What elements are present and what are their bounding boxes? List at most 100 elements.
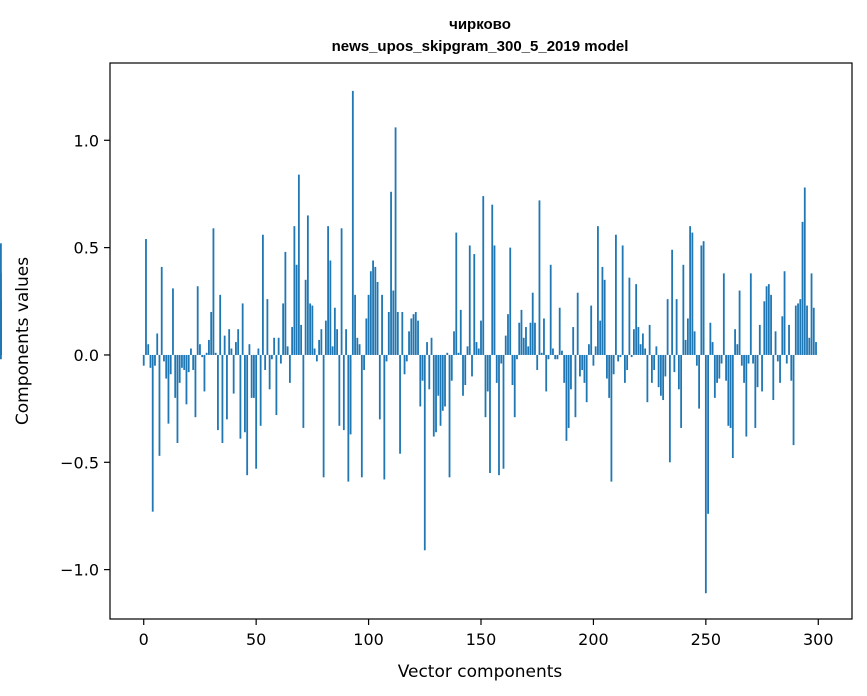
bar <box>783 271 786 355</box>
bar <box>547 354 550 360</box>
bar <box>534 322 536 355</box>
bar <box>208 339 210 355</box>
bar <box>356 337 359 355</box>
bar <box>387 312 390 355</box>
bar <box>306 215 309 355</box>
bar <box>241 303 244 355</box>
bar <box>230 348 233 355</box>
bar <box>684 339 687 355</box>
bar <box>203 354 206 392</box>
bar <box>650 354 653 383</box>
bar <box>399 354 401 454</box>
bar <box>484 354 487 418</box>
bar <box>615 234 617 355</box>
bar <box>772 354 775 401</box>
bar <box>727 354 730 426</box>
bar <box>666 299 669 355</box>
bar <box>763 301 766 355</box>
bar <box>327 226 329 355</box>
bar <box>277 337 280 355</box>
bar <box>172 288 174 355</box>
bar <box>659 354 662 396</box>
bar <box>365 318 368 355</box>
bar <box>693 331 696 355</box>
bar <box>181 354 183 368</box>
bar <box>603 279 606 355</box>
bar <box>709 322 712 355</box>
bar <box>579 354 581 377</box>
bar <box>441 354 444 411</box>
bar <box>794 305 797 355</box>
bar <box>624 354 626 383</box>
bar <box>583 354 586 383</box>
bar <box>412 314 415 355</box>
bar <box>619 354 622 358</box>
bar <box>190 348 192 355</box>
bar <box>565 354 568 441</box>
bar <box>363 354 365 370</box>
bar <box>196 286 199 355</box>
bar <box>803 187 806 355</box>
bar <box>747 354 750 364</box>
bar <box>0 299 2 355</box>
bar <box>736 344 739 355</box>
bar <box>572 327 575 355</box>
bar <box>248 344 251 355</box>
bar <box>516 354 518 360</box>
bar <box>630 354 633 358</box>
bar <box>205 352 208 355</box>
bar <box>183 354 186 370</box>
bar <box>713 354 716 398</box>
bar <box>259 354 262 426</box>
bar <box>318 339 321 355</box>
bar <box>675 299 678 355</box>
bar <box>648 324 651 355</box>
y-axis-label: Components values <box>13 257 33 425</box>
bar <box>255 354 258 469</box>
bar <box>588 344 590 355</box>
bar <box>633 329 635 355</box>
bar <box>381 294 383 355</box>
bar <box>691 232 694 355</box>
bar <box>475 342 478 355</box>
bar <box>421 354 424 381</box>
bar <box>720 354 723 364</box>
bar <box>594 346 597 355</box>
bar <box>396 312 399 355</box>
bar <box>482 196 485 355</box>
bar <box>711 342 714 355</box>
bar <box>774 331 777 355</box>
bar <box>686 318 689 355</box>
bar <box>199 344 201 355</box>
x-tick-label: 250 <box>691 630 722 649</box>
bar <box>563 354 566 383</box>
bar <box>738 290 741 355</box>
bar <box>561 350 563 355</box>
bar <box>354 294 356 355</box>
bar <box>142 354 145 366</box>
bar <box>291 327 294 355</box>
x-tick-label: 150 <box>466 630 497 649</box>
bar <box>468 245 471 355</box>
bar <box>376 281 379 355</box>
bar <box>187 354 190 373</box>
bar <box>345 329 347 355</box>
bar <box>435 354 437 433</box>
bar <box>689 226 692 355</box>
bar <box>0 354 2 360</box>
bar <box>212 228 215 355</box>
bar <box>464 354 467 385</box>
bar <box>268 354 271 390</box>
bar <box>682 264 685 355</box>
bar <box>349 354 352 435</box>
bar <box>695 354 698 366</box>
bar <box>491 204 494 355</box>
bar <box>477 348 480 355</box>
bar <box>329 260 332 355</box>
bar <box>758 324 761 355</box>
bar <box>228 329 231 355</box>
bar <box>635 284 638 355</box>
bar <box>567 354 570 428</box>
bar <box>810 273 813 355</box>
bar <box>347 354 350 482</box>
